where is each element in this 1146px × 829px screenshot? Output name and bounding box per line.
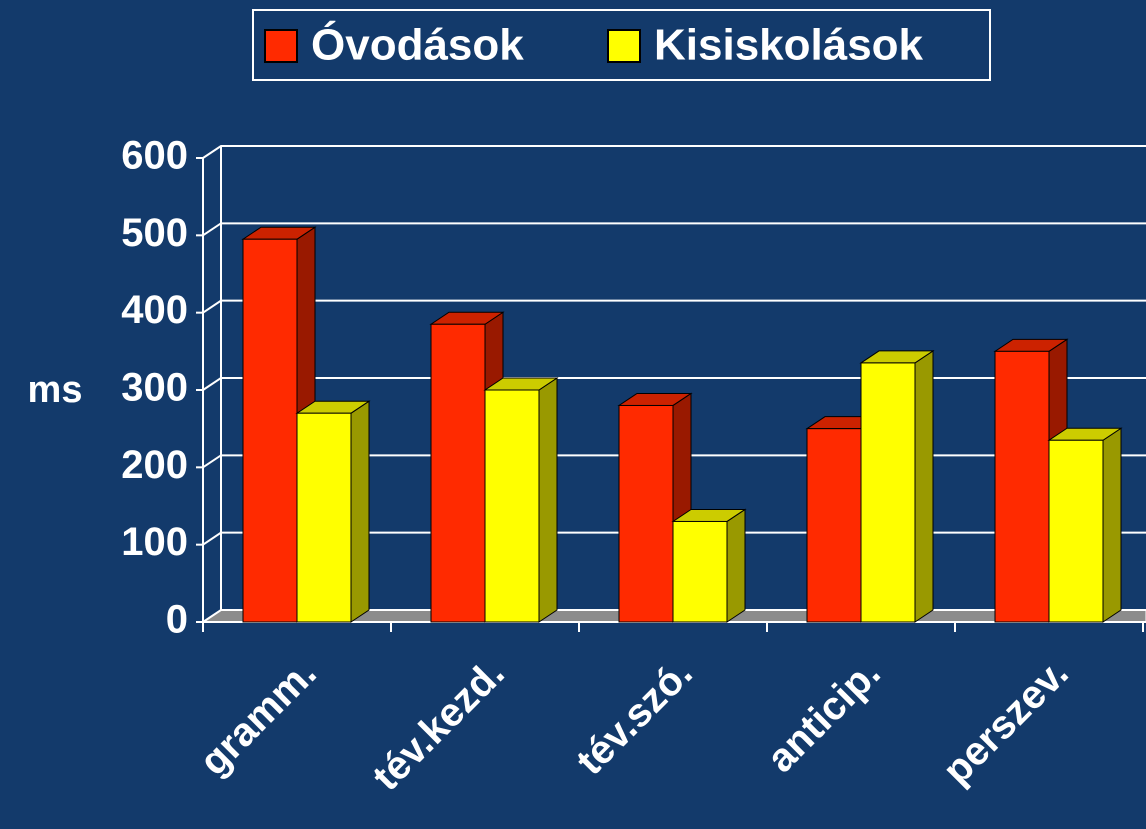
- legend-box: [252, 9, 991, 81]
- bar: [296, 412, 352, 623]
- legend-label: Óvodások: [311, 20, 524, 70]
- x-tick-label: tév.kezd.: [364, 651, 512, 799]
- y-tick-label: 400: [121, 288, 188, 332]
- bar-side: [1102, 427, 1122, 623]
- x-tick-label: tév.szó.: [568, 651, 701, 784]
- bar-side: [350, 400, 370, 623]
- grid-line: [202, 377, 1146, 391]
- legend-swatch: [264, 29, 298, 63]
- bar-side: [914, 349, 934, 623]
- bar: [618, 404, 674, 623]
- grid-line: [202, 222, 1146, 237]
- x-tick-label: perszev.: [935, 651, 1077, 793]
- y-tick-label: 500: [121, 211, 188, 255]
- bar: [430, 323, 486, 623]
- y-tick-label: 300: [121, 366, 188, 410]
- bar: [242, 238, 298, 623]
- bar: [1048, 439, 1104, 623]
- y-tick-label: 100: [121, 520, 188, 564]
- bar: [672, 520, 728, 623]
- bar: [484, 389, 540, 623]
- grid-line: [202, 299, 1146, 314]
- y-tick-label: 200: [121, 443, 188, 487]
- bar-side: [726, 508, 746, 623]
- grid-line: [202, 145, 1146, 159]
- bar: [806, 428, 862, 623]
- bar-side: [538, 377, 558, 623]
- legend-swatch: [607, 29, 641, 63]
- x-tick-label: gramm.: [192, 651, 325, 784]
- legend-label: Kisiskolások: [654, 21, 924, 70]
- y-tick-label: 600: [121, 134, 188, 178]
- x-tick-label: anticip.: [759, 651, 889, 781]
- bar: [994, 350, 1050, 623]
- y-tick-label: 0: [166, 598, 188, 642]
- bar: [860, 362, 916, 623]
- y-axis-label: ms: [28, 369, 83, 411]
